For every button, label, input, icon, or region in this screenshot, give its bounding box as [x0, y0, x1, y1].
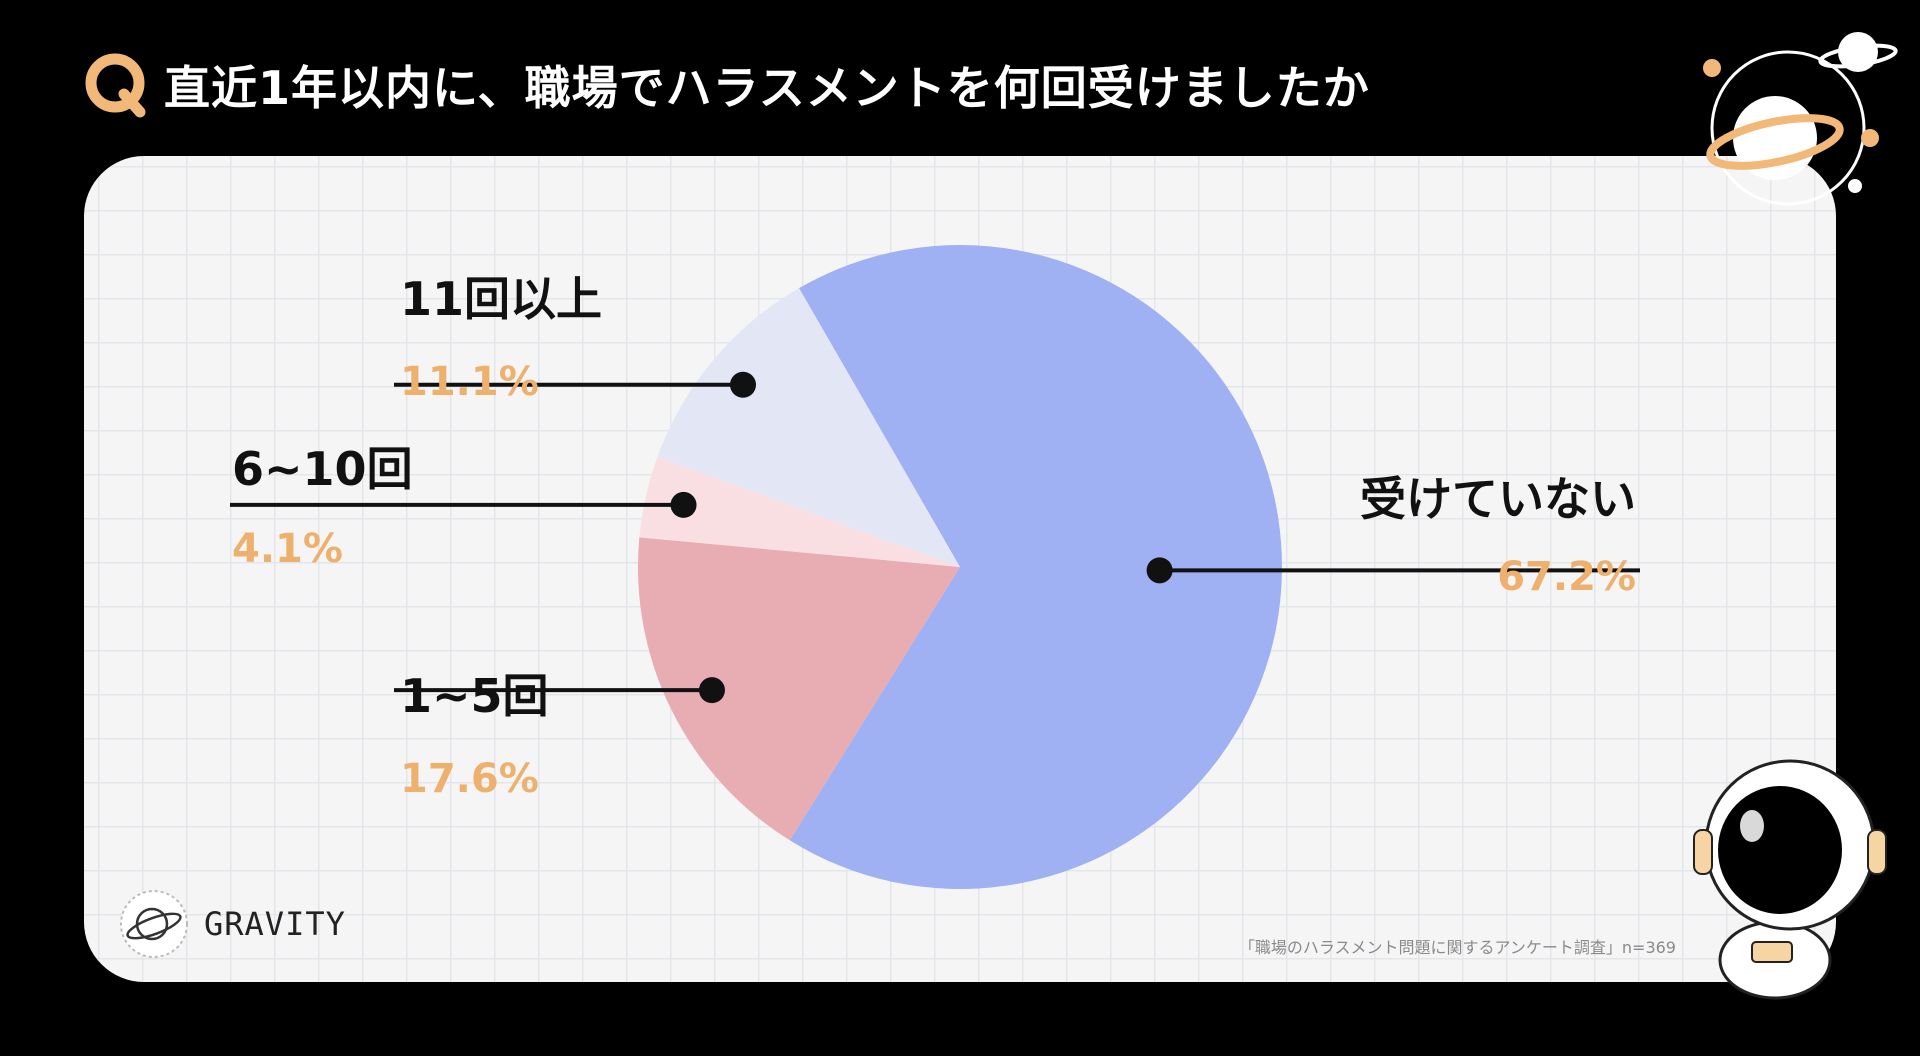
gravity-logo-icon — [120, 890, 188, 958]
slice-label-2: 6~10回 — [232, 442, 413, 496]
astronaut-decoration-icon — [1693, 759, 1887, 1000]
slice-label-1: 1~5回 — [400, 669, 549, 723]
pie-slice-2 — [639, 456, 960, 567]
brand-name: GRAVITY — [204, 905, 346, 943]
leader-dot-0 — [1146, 557, 1173, 584]
slice-label-0: 受けていない — [1360, 472, 1636, 526]
leader-dot-1 — [698, 677, 725, 704]
page-title: 直近1年以内に、職場でハラスメントを何回受けましたか — [164, 61, 1370, 115]
title-bar: Q 直近1年以内に、職場でハラスメントを何回受けましたか — [84, 50, 1370, 120]
pie-slice-1 — [638, 537, 960, 841]
pie-slice-0 — [789, 244, 1283, 889]
slice-value-1: 17.6% — [400, 756, 539, 802]
q-badge-icon: Q — [85, 53, 146, 118]
planet-decoration-icon — [1703, 32, 1898, 206]
slice-label-3: 11回以上 — [400, 272, 602, 326]
slice-value-3: 11.1% — [400, 359, 539, 405]
leader-dot-2 — [670, 491, 697, 518]
brand: GRAVITY — [118, 888, 346, 960]
slice-value-0: 67.2% — [1497, 554, 1636, 600]
leader-dot-3 — [730, 371, 756, 398]
source-note: 「職場のハラスメント問題に関するアンケート調査」n=369 — [1238, 938, 1676, 957]
slice-value-2: 4.1% — [232, 526, 343, 572]
pie-slice-3 — [657, 288, 960, 567]
